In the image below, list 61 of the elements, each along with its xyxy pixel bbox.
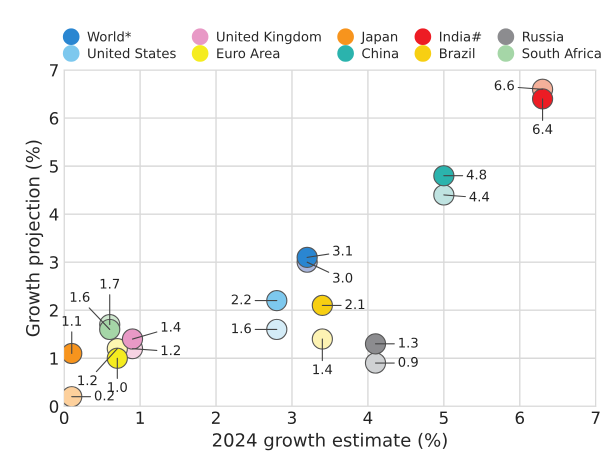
data-label: 3.1 [333,246,352,256]
legend-label: India# [440,31,482,42]
legend-label: World* [87,31,132,42]
legend-label: Japan [360,32,398,44]
data-label: 4.4 [469,192,490,202]
data-label: 2.2 [232,294,250,304]
point [266,318,288,340]
legend-label: United Kingdom [217,31,321,44]
y-axis-title: Growth projection (%) [26,140,44,336]
y-tick-label: 6 [50,112,58,125]
x-tick-label: 6 [516,411,524,424]
point [532,88,554,110]
legend-label: Brazil [440,48,474,58]
legend-label: China [362,48,398,58]
y-tick-label: 1 [50,352,58,365]
y-tick-label: 2 [50,304,58,317]
data-label: 2.1 [346,299,364,310]
x-tick-label: 5 [440,412,448,424]
point [122,328,144,350]
point [364,352,386,374]
y-tick-label: 5 [50,160,58,173]
data-label: 1.1 [62,316,82,326]
x-tick-label: 7 [592,412,600,424]
point [312,328,333,350]
y-tick-label: 7 [50,64,58,76]
point [106,348,128,369]
legend-label: United States [88,48,176,58]
point [99,318,120,340]
data-label: 1.7 [100,278,120,289]
point [364,333,386,354]
data-label: 1.2 [78,375,97,386]
point [296,246,318,268]
point [266,290,288,312]
data-label: 1.0 [108,382,127,392]
data-label: 1.4 [313,364,332,374]
x-axis-title: 2024 growth estimate (%) [212,432,447,450]
data-label: 1.6 [232,323,251,334]
y-tick-label: 4 [50,208,58,220]
data-label: 4.8 [466,170,486,180]
data-label: 6.6 [494,80,514,90]
point [433,165,454,186]
data-label: 1.4 [162,322,181,332]
data-label: 0.9 [398,356,418,367]
legend-label: South Africa [522,48,601,58]
x-tick-label: 3 [288,411,296,424]
y-tick-label: 0 [50,400,58,413]
x-tick-label: 0 [60,411,68,424]
x-tick-label: 2 [212,411,220,424]
legend-label: Euro Area [217,48,280,58]
point [433,184,454,206]
y-tick-label: 3 [50,256,58,269]
data-label: 6.4 [533,124,552,134]
point [312,294,333,316]
x-tick-label: 4 [363,412,372,424]
data-label: 3.0 [333,272,352,283]
data-label: 1.6 [70,292,90,302]
x-tick-label: 1 [136,412,144,424]
data-label: 0.2 [94,390,114,401]
legend-label: Russia [523,31,563,42]
data-label: 1.2 [162,345,180,356]
data-label: 1.3 [399,338,418,348]
